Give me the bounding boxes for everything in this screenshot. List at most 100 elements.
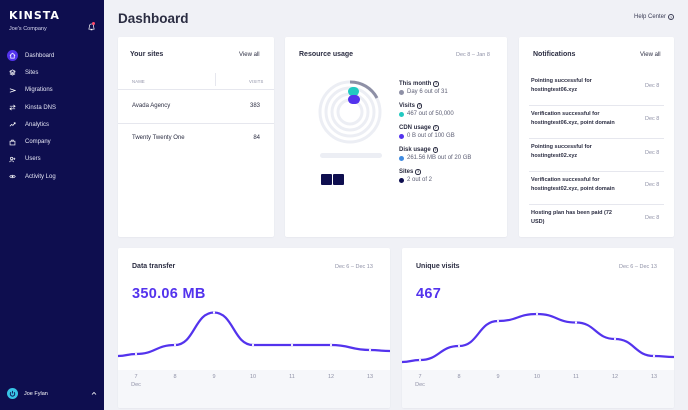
data-transfer-chart (118, 311, 390, 358)
x-tick-label: 9 (496, 374, 500, 380)
sidebar-item-label: Dashboard (25, 52, 55, 59)
user-name: Joe Fylan (24, 390, 48, 397)
row-divider (529, 138, 664, 139)
x-tick-label: 12 (611, 374, 619, 380)
x-tick-label: 13 (650, 374, 658, 380)
chart-footer (402, 370, 674, 408)
notification-item[interactable]: Hosting plan has been paid (72 USD) Dec 8 (519, 204, 674, 237)
data-point-8[interactable] (173, 343, 177, 347)
notification-line: Verification successful for (531, 177, 600, 183)
notification-line: Pointing successful for (531, 144, 592, 150)
data-point-13[interactable] (368, 348, 372, 352)
stat-value: Day 6 out of 31 (407, 89, 448, 95)
data-point-10[interactable] (535, 312, 539, 316)
stat-label: Disk usage (399, 147, 431, 153)
eye-icon (7, 171, 18, 182)
card-title: Unique visits (416, 263, 460, 270)
sidebar-item-label: Analytics (25, 121, 50, 128)
sidebar-item-users[interactable]: Users (0, 151, 104, 168)
site-name[interactable]: Avada Agency (132, 103, 171, 109)
x-tick-label: 13 (366, 374, 374, 380)
sidebar-item-migrations[interactable]: Migrations (0, 82, 104, 99)
stat-disk-usage: Disk usage? 261.56 MB out of 20 GB (399, 147, 505, 169)
data-point-12[interactable] (613, 337, 617, 341)
info-icon[interactable]: ? (432, 147, 439, 153)
user-menu[interactable]: Joe Fylan (7, 388, 48, 399)
notification-date: Dec 8 (645, 116, 660, 122)
stat-dot (399, 133, 404, 139)
stat-label: Visits (399, 103, 415, 109)
notification-line: Hosting plan has been paid (72 (531, 210, 612, 216)
sidebar-item-label: Sites (25, 69, 39, 76)
visits-pill (348, 87, 359, 96)
stat-value: 261.56 MB out of 20 GB (407, 155, 472, 161)
data-point-7[interactable] (418, 358, 422, 362)
notification-item[interactable]: Verification successful for hostingtest06… (519, 105, 674, 139)
sites-usage-blocks (321, 172, 344, 190)
stat-label: CDN usage (399, 125, 432, 131)
data-point-8[interactable] (457, 344, 461, 348)
resource-date-range: Dec 8 – Jan 8 (456, 52, 490, 58)
sidebar-item-sites[interactable]: Sites (0, 64, 104, 81)
kinsta-logo[interactable]: KINSTA (9, 9, 60, 22)
column-header-visits[interactable]: VISITS (249, 79, 264, 84)
notification-line: Verification successful for (531, 111, 600, 117)
data-point-9[interactable] (496, 319, 500, 323)
column-header-name[interactable]: NAME (132, 79, 145, 84)
question-icon: ? (668, 14, 675, 20)
sidebar-item-analytics[interactable]: Analytics (0, 116, 104, 133)
data-point-9[interactable] (212, 311, 216, 314)
info-icon[interactable]: ? (416, 103, 423, 109)
chevron-up-icon[interactable] (91, 391, 97, 396)
stat-value: 467 out of 50,000 (407, 111, 454, 117)
x-tick-label: 8 (457, 374, 461, 380)
sidebar-item-label: Company (25, 139, 51, 146)
x-axis-ticks: 7 8 9 10 11 12 13 Dec (118, 374, 390, 394)
stat-cdn-usage: CDN usage? 0 B out of 100 GB (399, 125, 505, 147)
card-title: Your sites (130, 51, 164, 58)
notification-date: Dec 8 (645, 83, 660, 89)
card-title: Notifications (533, 51, 576, 58)
notification-item[interactable]: Pointing successful for hostingtest06.xyz… (519, 71, 674, 105)
visits-total: 467 (416, 286, 442, 302)
company-switcher[interactable]: Joe's Company (9, 26, 47, 32)
sites-view-all-link[interactable]: View all (239, 52, 260, 58)
resource-usage-card: Resource usage Dec 8 – Jan 8 This month?… (285, 37, 507, 237)
notifications-card: Notifications View all Pointing successf… (519, 37, 674, 237)
series-line (118, 311, 390, 358)
data-point-7[interactable] (134, 352, 138, 356)
sidebar-item-activity-log[interactable]: Activity Log (0, 168, 104, 185)
notification-item[interactable]: Verification successful for hostingtest02… (519, 171, 674, 205)
help-center-link[interactable]: Help Center ? (634, 14, 675, 20)
company-icon (7, 137, 18, 148)
x-tick-label: 11 (289, 374, 295, 380)
users-icon (7, 154, 18, 165)
stat-visits: Visits? 467 out of 50,000 (399, 103, 505, 125)
sidebar-item-company[interactable]: Company (0, 133, 104, 150)
row-divider (118, 89, 274, 90)
notification-date: Dec 8 (645, 215, 660, 221)
notification-item[interactable]: Pointing successful for hostingtest02.xyz… (519, 138, 674, 172)
info-icon[interactable]: ? (415, 169, 421, 175)
info-icon[interactable]: ? (433, 125, 439, 131)
notifications-view-all-link[interactable]: View all (640, 52, 661, 58)
sidebar-item-label: Kinsta DNS (25, 104, 57, 111)
notification-dot (92, 22, 95, 25)
x-tick-label: 12 (327, 374, 335, 380)
data-point-13[interactable] (652, 354, 656, 358)
notification-line: Pointing successful for (531, 78, 592, 84)
stat-value: 2 out of 2 (407, 177, 433, 183)
notification-date: Dec 8 (645, 150, 660, 156)
sidebar-item-kinsta-dns[interactable]: Kinsta DNS (0, 99, 104, 116)
month-ring-arc (349, 80, 379, 99)
data-point-11[interactable] (290, 343, 294, 347)
data-point-10[interactable] (251, 343, 255, 347)
notification-date: Dec 8 (645, 182, 660, 188)
data-point-11[interactable] (574, 321, 578, 324)
dns-icon (7, 102, 18, 113)
card-title: Data transfer (132, 263, 176, 270)
data-point-12[interactable] (329, 343, 333, 347)
sidebar-item-dashboard[interactable]: Dashboard (0, 47, 104, 64)
info-icon[interactable]: ? (433, 81, 439, 87)
site-name[interactable]: Twenty Twenty One (132, 135, 185, 141)
